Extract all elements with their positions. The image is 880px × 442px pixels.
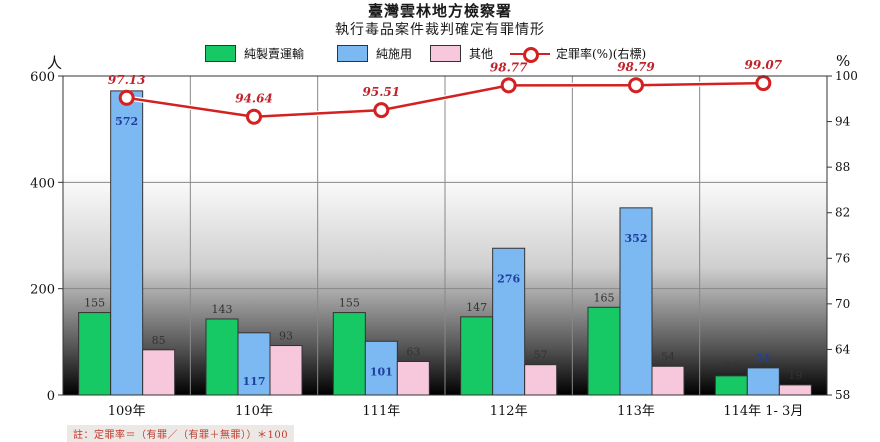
bar-2-4 xyxy=(619,207,653,396)
bar-3-5 xyxy=(778,384,812,396)
bar-1-2 xyxy=(332,312,366,396)
bar-2-3 xyxy=(492,247,526,396)
right-tick-label: 100 xyxy=(835,69,858,83)
plot-frame xyxy=(62,75,828,396)
x-tick-label: 112年 xyxy=(490,404,528,419)
x-tick-label: 110年 xyxy=(235,404,273,419)
right-tick-label: 76 xyxy=(835,251,850,265)
right-axis-unit: % xyxy=(836,52,851,70)
rate-line xyxy=(126,81,764,118)
rate-value-label: 94.64 xyxy=(235,92,273,106)
bar-value-label: 572 xyxy=(115,115,138,128)
rate-marker xyxy=(500,77,517,94)
bar-value-label: 147 xyxy=(466,301,487,314)
bar-value-label: 117 xyxy=(243,375,266,388)
legend-item-series3: 其他 xyxy=(430,45,493,62)
rate-marker xyxy=(118,89,135,106)
legend-item-series1: 純製賣運輸 xyxy=(205,45,304,62)
bar-value-label: 85 xyxy=(152,334,166,347)
bar-value-label: 143 xyxy=(212,303,233,316)
bar-1-0 xyxy=(78,312,112,396)
legend-label-series3: 其他 xyxy=(469,47,494,61)
bar-value-label: 63 xyxy=(406,346,420,359)
left-tick-label: 400 xyxy=(30,176,55,191)
legend-swatch-series3 xyxy=(430,45,461,62)
right-tick-label: 94 xyxy=(835,115,851,129)
legend-swatch-series2 xyxy=(337,45,368,62)
bar-1-5 xyxy=(714,375,748,396)
bar-3-0 xyxy=(142,349,176,396)
legend-label-rate: 定罪率(%)(右標) xyxy=(556,47,647,61)
x-tick-label: 113年 xyxy=(617,404,655,419)
bar-value-label: 165 xyxy=(594,291,615,304)
footnote: 註：定罪率＝（有罪／（有罪＋無罪））＊100 xyxy=(67,425,295,442)
bar-value-label: 101 xyxy=(370,365,393,378)
rate-marker xyxy=(755,75,772,92)
bar-value-label: 155 xyxy=(84,297,105,310)
rate-value-label: 99.07 xyxy=(745,58,783,72)
bar-2-0 xyxy=(110,90,144,396)
bar-3-4 xyxy=(651,365,685,396)
bar-1-3 xyxy=(460,316,494,396)
chart-title: 臺灣雲林地方檢察署 xyxy=(367,2,512,20)
bar-value-label: 93 xyxy=(279,330,293,343)
bar-3-1 xyxy=(269,345,303,396)
legend-swatch-series1 xyxy=(205,45,236,62)
bar-2-5 xyxy=(746,367,780,396)
bar-value-label: 36 xyxy=(724,360,738,373)
bar-1-4 xyxy=(587,306,621,396)
legend-label-series1: 純製賣運輸 xyxy=(244,47,305,61)
right-tick-label: 64 xyxy=(835,342,851,356)
bar-value-label: 51 xyxy=(756,352,771,365)
rate-value-label: 95.51 xyxy=(363,85,401,99)
left-tick-label: 0 xyxy=(47,389,55,404)
left-tick-label: 600 xyxy=(30,70,55,85)
right-tick-label: 88 xyxy=(835,160,850,174)
bar-value-label: 276 xyxy=(497,272,520,285)
left-axis-unit: 人 xyxy=(47,54,63,72)
bar-1-1 xyxy=(205,318,239,396)
bar-3-3 xyxy=(524,364,558,396)
right-tick-label: 58 xyxy=(835,388,850,402)
right-tick-label: 70 xyxy=(835,297,850,311)
rate-value-label: 97.13 xyxy=(108,73,146,87)
bar-value-label: 54 xyxy=(661,350,675,363)
legend-line-marker xyxy=(510,46,550,63)
chart-subtitle: 執行毒品案件裁判確定有罪情形 xyxy=(335,22,545,38)
legend-label-series2: 純施用 xyxy=(376,47,413,61)
right-tick-label: 82 xyxy=(835,206,850,220)
x-tick-label: 109年 xyxy=(108,404,146,419)
bar-3-2 xyxy=(396,361,430,396)
rate-value-label: 98.79 xyxy=(617,60,655,74)
legend-item-rate-line: 定罪率(%)(右標) xyxy=(510,45,647,63)
x-tick-label: 114年 1- 3月 xyxy=(723,404,803,419)
bar-value-label: 19 xyxy=(788,369,802,382)
bar-value-label: 352 xyxy=(625,232,648,245)
rate-marker xyxy=(246,108,262,125)
rate-marker xyxy=(373,102,390,119)
bar-value-label: 155 xyxy=(339,297,360,310)
rate-value-label: 98.77 xyxy=(490,60,528,74)
left-tick-label: 200 xyxy=(30,283,55,298)
legend-item-series2: 純施用 xyxy=(337,45,412,62)
bar-value-label: 57 xyxy=(534,349,548,362)
x-tick-label: 111年 xyxy=(362,404,400,419)
rate-marker xyxy=(628,77,644,94)
